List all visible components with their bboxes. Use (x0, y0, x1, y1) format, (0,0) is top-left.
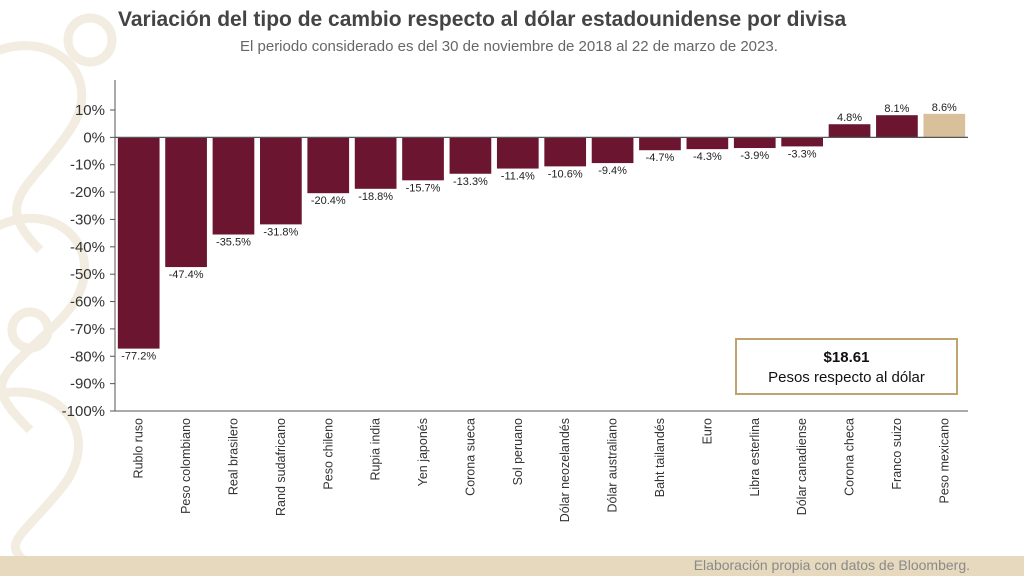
category-label: Yen japonés (416, 418, 430, 486)
category-label: Rupia india (369, 418, 383, 481)
y-tick-label: 0% (83, 129, 105, 146)
y-tick-label: -20% (70, 184, 105, 201)
y-tick-label: -60% (70, 294, 105, 311)
chart-subtitle: El periodo considerado es del 30 de novi… (240, 38, 778, 55)
data-label: -4.7% (646, 152, 675, 164)
category-label: Peso colombiano (179, 418, 193, 514)
bar-6 (402, 137, 444, 181)
category-label: Real brasilero (226, 418, 240, 495)
y-tick-label: -10% (70, 157, 105, 174)
bar-chart: 10% 0% -10% -20% -30% -40% -50% -60% -70% -80% -90… (62, 80, 968, 522)
category-label: Peso chileno (321, 418, 335, 490)
exchange-rate-box: $18.61 Pesos respecto al dólar (735, 338, 958, 395)
data-label: -3.3% (788, 148, 817, 160)
data-label: -13.3% (453, 176, 488, 188)
bar-5 (354, 137, 397, 189)
exchange-rate-label: Pesos respecto al dólar (768, 369, 925, 386)
category-label: Dólar australiano (606, 418, 620, 513)
data-label: -18.8% (358, 191, 393, 203)
decorative-background-pattern (0, 13, 117, 576)
chart-title: Variación del tipo de cambio respecto al… (118, 8, 847, 31)
bar-4 (307, 137, 350, 194)
bar-14 (781, 137, 823, 147)
data-label: -9.4% (598, 165, 627, 177)
category-label: Sol peruano (511, 418, 525, 485)
bar-0 (117, 137, 160, 349)
category-label: Franco suizo (890, 418, 904, 490)
bar-15 (828, 124, 871, 138)
data-label: -3.9% (740, 150, 769, 162)
data-label: -15.7% (406, 182, 441, 194)
category-label: Euro (700, 418, 714, 444)
bar-2 (212, 137, 255, 235)
data-label: -4.3% (693, 151, 722, 163)
bar-3 (260, 137, 302, 225)
y-tick-label: -40% (70, 239, 105, 256)
data-label: -77.2% (121, 351, 156, 363)
bar-13 (733, 137, 776, 149)
y-tick-label: -70% (70, 321, 105, 338)
footer-band: Elaboración propia con datos de Bloomber… (0, 556, 1024, 576)
data-label: 4.8% (837, 112, 862, 124)
bar-9 (544, 137, 587, 167)
bar-12 (686, 137, 729, 150)
category-label: Baht tailandés (653, 418, 667, 497)
bar-16 (876, 115, 918, 138)
category-label: Dólar neozelandés (558, 418, 572, 522)
y-tick-label: -80% (70, 348, 105, 365)
data-label: 8.6% (932, 102, 957, 114)
bar-11 (639, 137, 681, 151)
bar-10 (591, 137, 634, 164)
category-label: Rublo ruso (132, 418, 146, 478)
source-note: Elaboración propia con datos de Bloomber… (693, 557, 970, 573)
category-label: Dólar canadiense (795, 418, 809, 515)
category-label: Corona checa (843, 418, 857, 496)
data-label: -47.4% (169, 269, 204, 281)
bar-7 (449, 137, 492, 174)
data-label: -31.8% (263, 226, 298, 238)
y-tick-label: 10% (75, 102, 105, 119)
category-label: Corona sueca (463, 418, 477, 496)
bar-8 (496, 137, 539, 169)
y-tick-label: -100% (62, 403, 105, 420)
data-label: -35.5% (216, 237, 251, 249)
y-tick-label: -30% (70, 211, 105, 228)
bar-1 (165, 137, 207, 268)
category-label: Libra esterlina (748, 418, 762, 497)
data-label: 8.1% (884, 103, 909, 115)
category-label: Rand sudafricano (274, 418, 288, 516)
data-label: -11.4% (501, 171, 535, 183)
category-label: Peso mexicano (937, 418, 951, 504)
data-label: -20.4% (311, 195, 346, 207)
y-tick-label: -50% (70, 266, 105, 283)
bar-17 (923, 113, 966, 138)
y-tick-label: -90% (70, 376, 105, 393)
exchange-rate-value: $18.61 (823, 349, 870, 366)
data-label: -10.6% (548, 168, 583, 180)
